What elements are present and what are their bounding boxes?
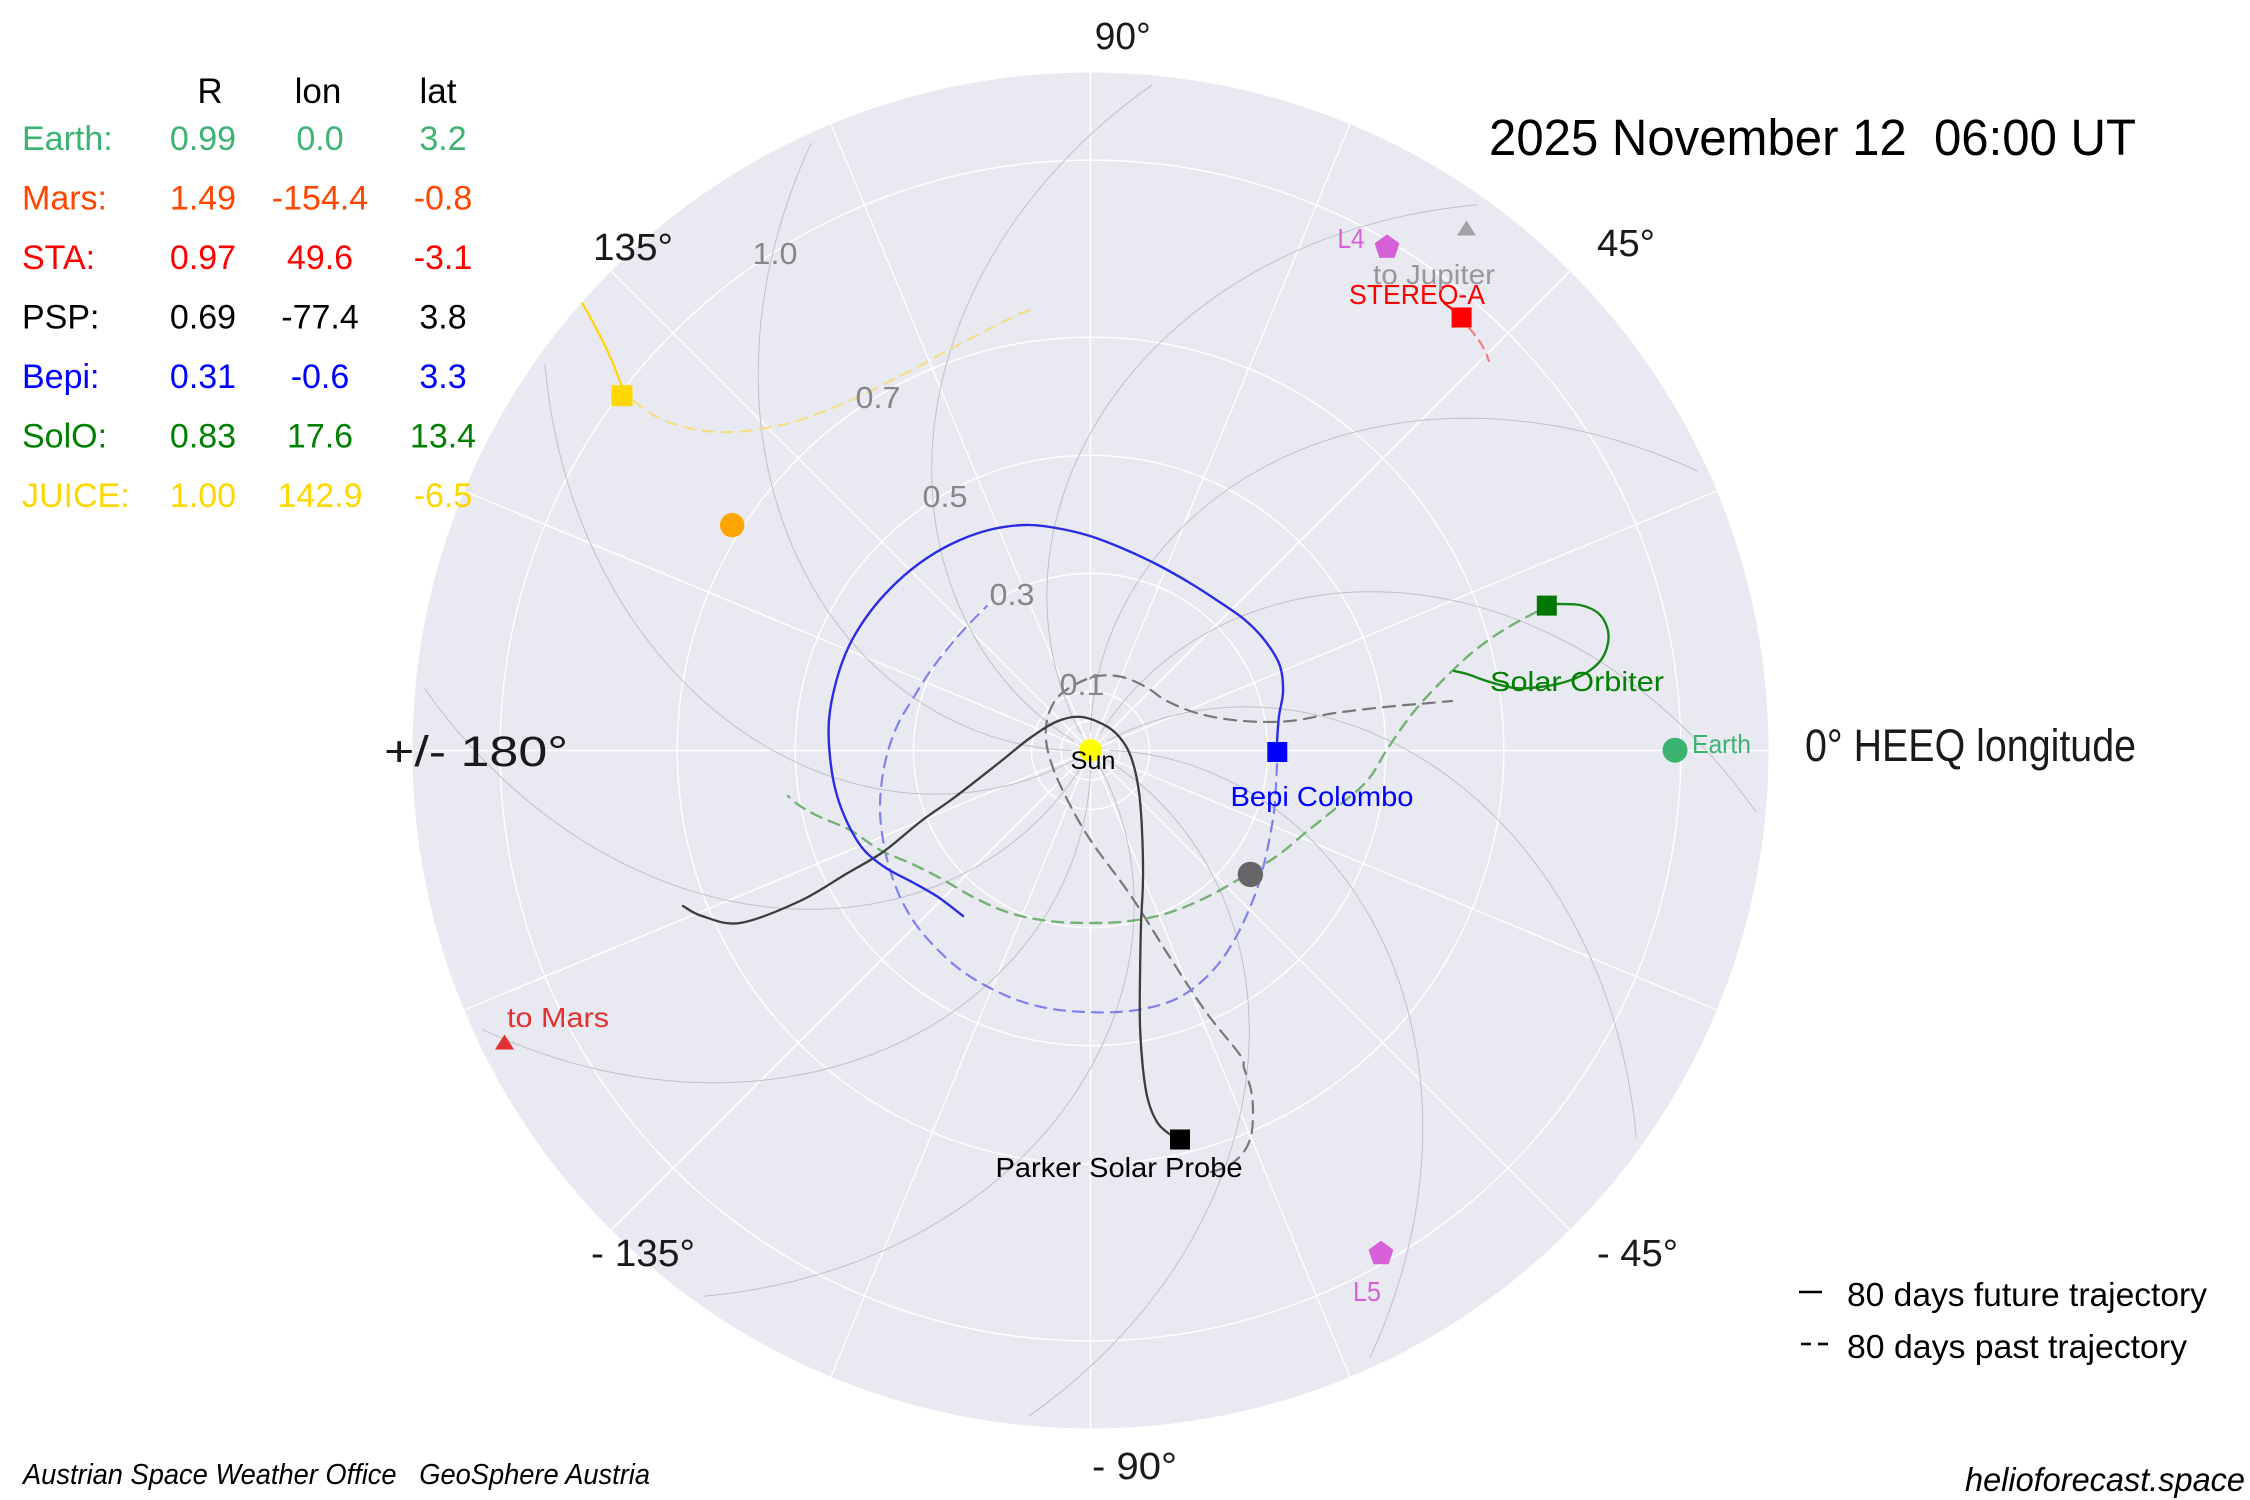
svg-text:-77.4: -77.4: [281, 299, 359, 337]
svg-text:- 90°: - 90°: [1092, 1446, 1177, 1488]
svg-text:1.00: 1.00: [170, 477, 236, 515]
svg-text:0.31: 0.31: [170, 358, 236, 396]
svg-text:-154.4: -154.4: [272, 180, 368, 218]
svg-text:0.0: 0.0: [296, 120, 343, 158]
svg-text:helioforecast.space: helioforecast.space: [1965, 1461, 2245, 1498]
svg-text:2025 November 12 06:00 UT: 2025 November 12 06:00 UT: [1489, 109, 2136, 166]
svg-text:3.8: 3.8: [419, 299, 466, 337]
svg-text:Bepi Colombo: Bepi Colombo: [1231, 781, 1414, 812]
svg-text:STEREO-A: STEREO-A: [1349, 279, 1485, 310]
svg-text:STA:: STA:: [22, 239, 95, 277]
svg-text:-0.6: -0.6: [291, 358, 350, 396]
svg-text:0° HEEQ longitude: 0° HEEQ longitude: [1805, 720, 2136, 771]
svg-text:142.9: 142.9: [277, 477, 362, 515]
svg-text:90°: 90°: [1095, 16, 1151, 58]
svg-text:- 45°: - 45°: [1597, 1233, 1678, 1275]
svg-text:45°: 45°: [1597, 223, 1655, 265]
svg-text:13.4: 13.4: [410, 418, 476, 456]
svg-text:lat: lat: [420, 72, 457, 111]
svg-text:0.97: 0.97: [170, 239, 236, 277]
svg-text:SolO:: SolO:: [22, 418, 107, 456]
svg-text:R: R: [197, 72, 222, 111]
svg-text:1.49: 1.49: [170, 180, 236, 218]
svg-text:to Mars: to Mars: [507, 1002, 609, 1033]
svg-text:0.1: 0.1: [1060, 667, 1105, 702]
svg-text:Sun: Sun: [1071, 747, 1116, 775]
svg-text:Austrian Space Weather Office: Austrian Space Weather Office GeoSphere …: [21, 1459, 650, 1491]
svg-text:3.3: 3.3: [419, 358, 466, 396]
svg-text:80 days past trajectory: 80 days past trajectory: [1847, 1328, 2188, 1365]
svg-text:L4: L4: [1338, 223, 1365, 254]
svg-text:-6.5: -6.5: [414, 477, 473, 515]
svg-text:Bepi:: Bepi:: [22, 358, 100, 396]
svg-text:-0.8: -0.8: [414, 180, 473, 218]
svg-text:0.99: 0.99: [170, 120, 236, 158]
svg-text:PSP:: PSP:: [22, 299, 99, 337]
svg-text:0.5: 0.5: [923, 479, 968, 514]
svg-text:Mars:: Mars:: [22, 180, 107, 218]
svg-text:to Jupiter: to Jupiter: [1373, 259, 1495, 290]
svg-text:0.83: 0.83: [170, 418, 236, 456]
svg-text:0.3: 0.3: [990, 577, 1035, 612]
svg-text:-3.1: -3.1: [414, 239, 473, 277]
svg-text:Earth: Earth: [1692, 729, 1751, 759]
svg-text:Solar Orbiter: Solar Orbiter: [1490, 666, 1664, 697]
svg-text:0.7: 0.7: [856, 380, 901, 415]
svg-text:0.69: 0.69: [170, 299, 236, 337]
svg-text:JUICE:: JUICE:: [22, 477, 130, 515]
svg-text:80 days future trajectory: 80 days future trajectory: [1847, 1276, 2208, 1313]
svg-text:49.6: 49.6: [287, 239, 353, 277]
svg-text:135°: 135°: [593, 227, 673, 269]
svg-text:- 135°: - 135°: [591, 1233, 695, 1275]
svg-text:1.0: 1.0: [753, 236, 798, 271]
svg-text:17.6: 17.6: [287, 418, 353, 456]
svg-text:Earth:: Earth:: [22, 120, 113, 158]
svg-text:lon: lon: [295, 72, 342, 111]
svg-text:+/- 180°: +/- 180°: [384, 728, 568, 776]
svg-text:Parker Solar Probe: Parker Solar Probe: [996, 1152, 1243, 1183]
svg-text:3.2: 3.2: [419, 120, 466, 158]
svg-text:L5: L5: [1353, 1276, 1381, 1307]
